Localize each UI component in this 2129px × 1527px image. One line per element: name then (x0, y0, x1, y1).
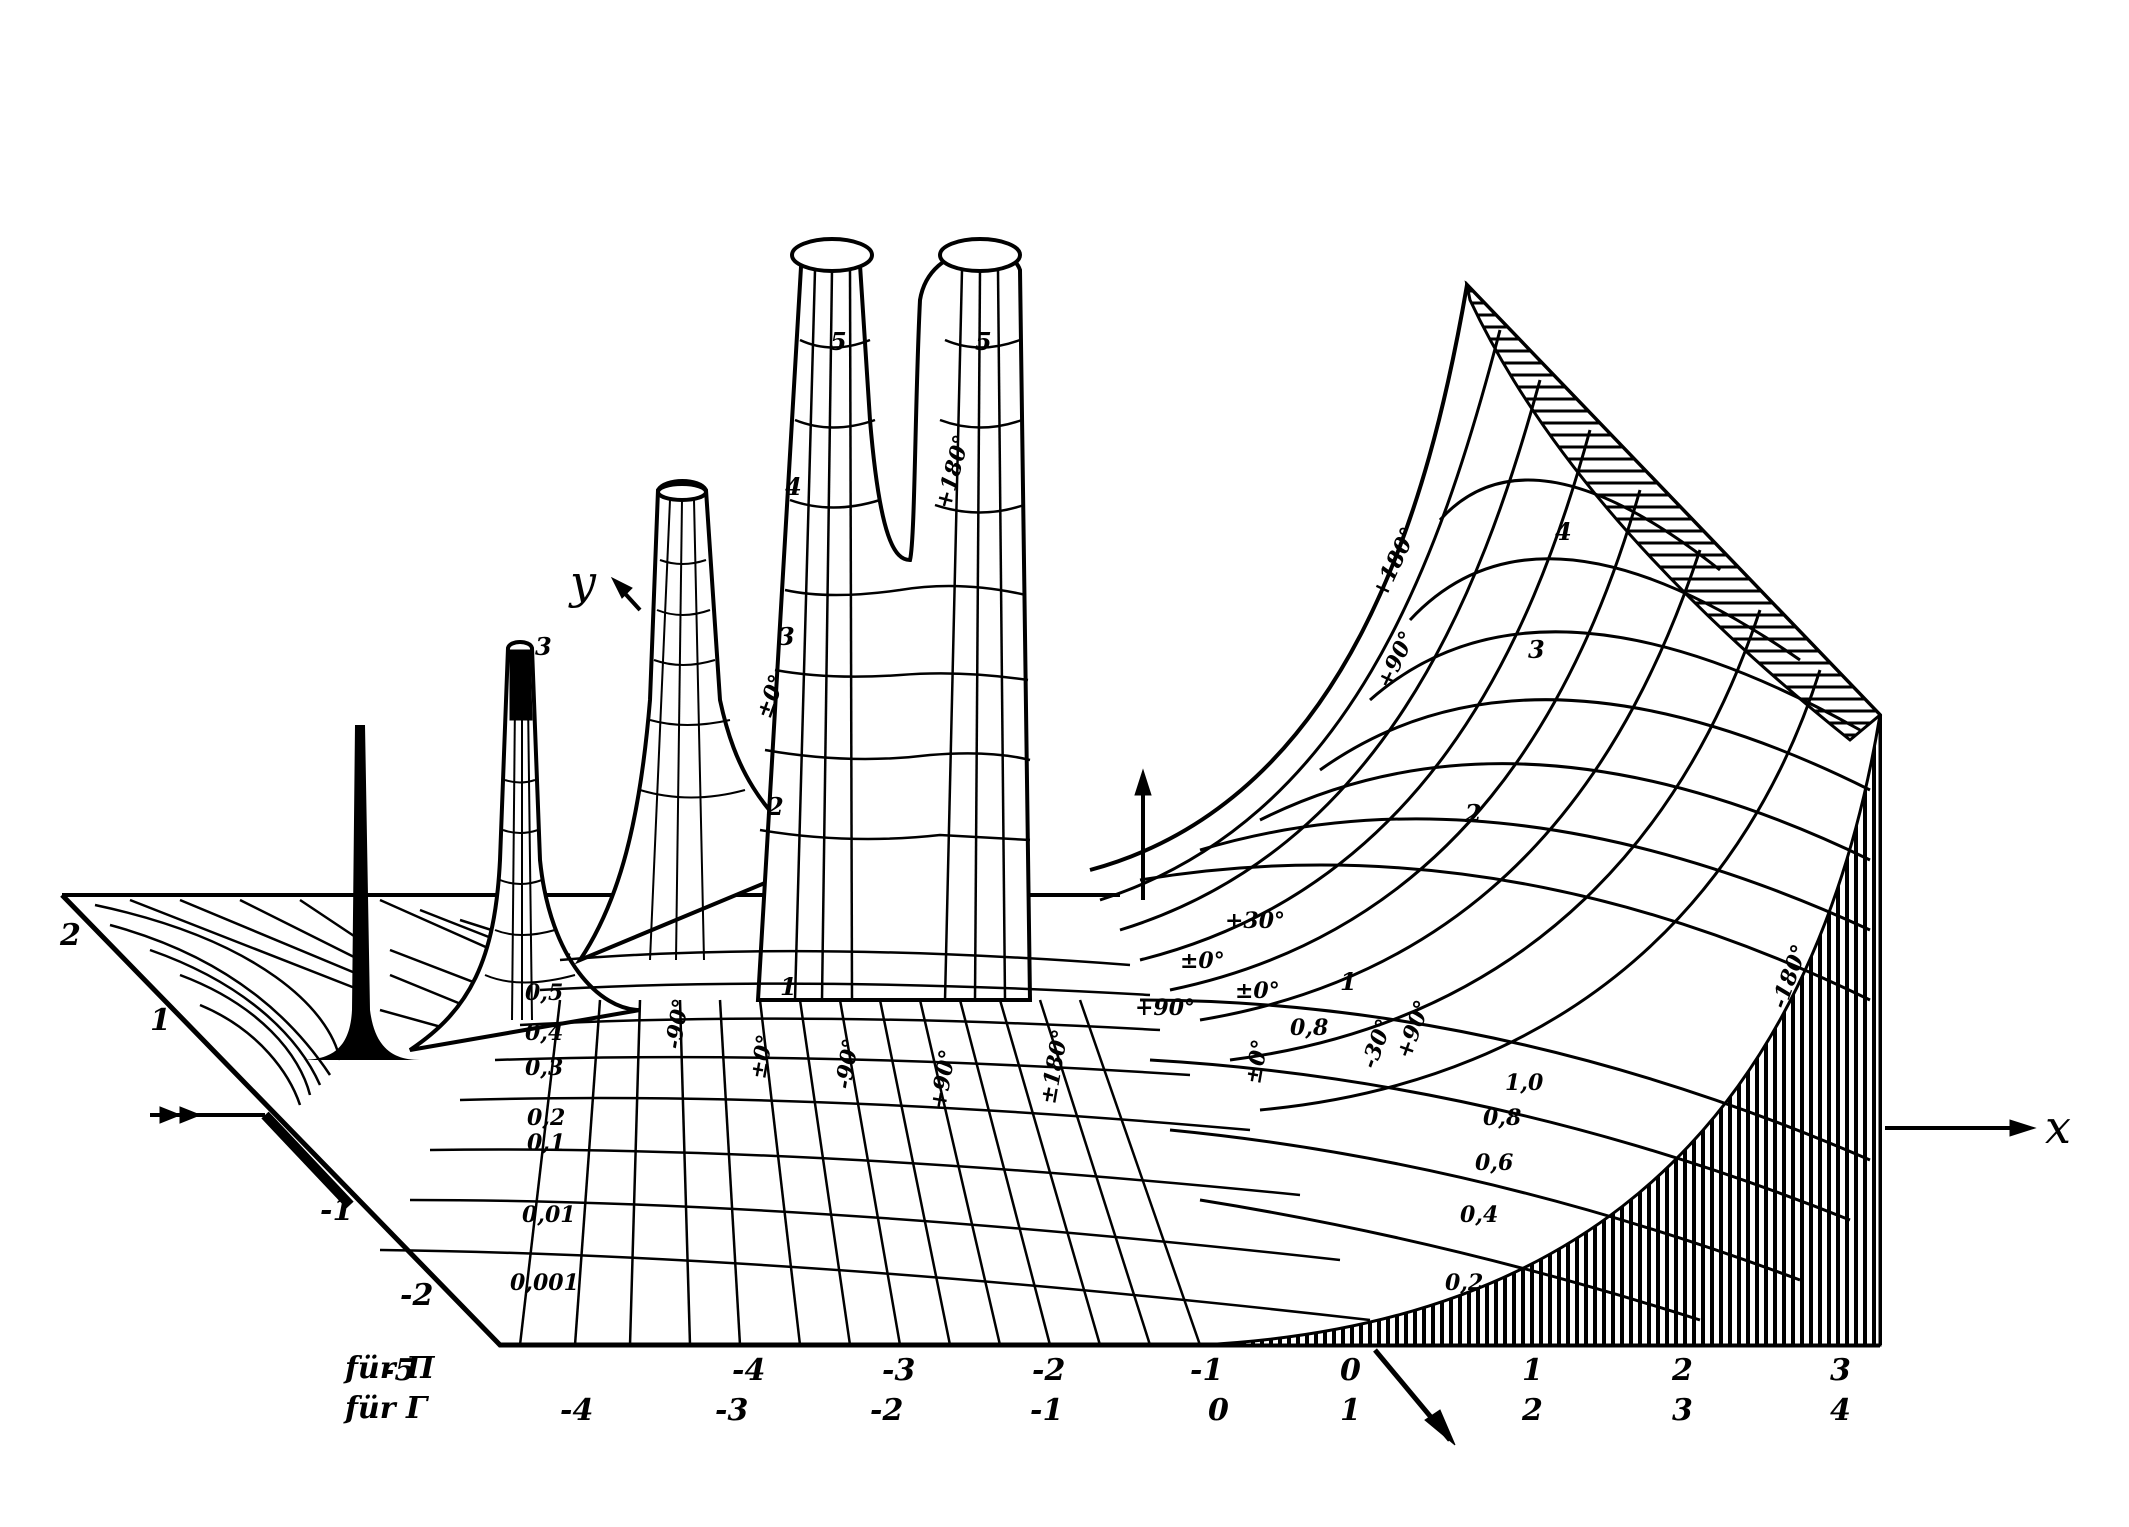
modulus-label: 0,6 (1475, 1150, 1513, 1176)
modulus-label: 0,001 (510, 1270, 579, 1296)
y-tick: 2 (59, 918, 81, 953)
tick-pi: -2 (1032, 1353, 1065, 1388)
modulus-label: 0,4 (1460, 1202, 1498, 1228)
phase-label: -90° (660, 997, 694, 1051)
y-tick: 1 (150, 1003, 171, 1038)
tick-pi: 0 (1340, 1353, 1361, 1388)
y-tick: -1 (320, 1193, 353, 1228)
pole-2 (408, 640, 641, 1052)
phase-label: +90° (1391, 997, 1436, 1062)
modulus-label: 0,5 (525, 980, 563, 1006)
tick-gamma: 2 (1521, 1393, 1543, 1428)
x-axis-label: x (2045, 1100, 2071, 1154)
y-scale: 2 1 -1 -2 (59, 918, 433, 1313)
right-surface (1089, 280, 1883, 1347)
modulus-label: 0,3 (525, 1055, 563, 1081)
central-mesh (379, 949, 1371, 1346)
modulus-label: 0,4 (525, 1020, 563, 1046)
tick-pi: -4 (732, 1353, 765, 1388)
height-labels: 3 5 5 4 3 2 1 4 3 2 1 (535, 327, 1572, 1001)
phase-label: ±0° (1180, 948, 1225, 974)
tick-pi: 2 (1671, 1353, 1693, 1388)
tick-pi: -5 (382, 1353, 415, 1388)
modulus-label: 1,0 (1505, 1070, 1544, 1096)
tick-pi: -1 (1190, 1353, 1223, 1388)
tick-gamma: 4 (1830, 1393, 1851, 1428)
modulus-label: 0,2 (527, 1105, 565, 1131)
phase-label: +90° (925, 1047, 961, 1111)
phase-label: ±0° (745, 1032, 778, 1081)
modulus-label: 0,8 (1483, 1105, 1521, 1131)
modulus-label: 0,01 (522, 1202, 576, 1228)
y-axis-label: y (568, 555, 597, 609)
modulus-label: 0,8 (1290, 1015, 1328, 1041)
height-label: 3 (1528, 635, 1545, 664)
tick-gamma: -1 (1030, 1393, 1063, 1428)
pole-4-5 (755, 237, 1033, 1002)
tick-pi: 3 (1830, 1353, 1851, 1388)
height-label: 3 (535, 632, 552, 661)
row-label-pi: für Π (343, 1351, 436, 1386)
axes-arrows (150, 576, 2037, 1446)
height-label: 4 (1555, 517, 1572, 546)
tick-pi: 1 (1522, 1353, 1543, 1388)
phase-label: ±180° (1035, 1027, 1074, 1106)
pole-1 (300, 725, 420, 1060)
height-label: 1 (780, 972, 797, 1001)
phase-label: ±0° (1235, 978, 1280, 1004)
height-label: 5 (975, 327, 992, 356)
height-label: 3 (778, 622, 795, 651)
row-label-gamma: für Γ (343, 1391, 430, 1426)
tick-gamma: -4 (560, 1393, 593, 1428)
tick-gamma: 1 (1340, 1393, 1361, 1428)
modulus-labels: 1,0 0,8 0,6 0,4 0,2 0,8 (1290, 1015, 1544, 1296)
tick-gamma: -3 (715, 1393, 748, 1428)
phase-label: +30° (1225, 908, 1285, 934)
height-label: 4 (785, 472, 802, 501)
height-label: 5 (830, 327, 847, 356)
modulus-label: 0,1 (527, 1130, 565, 1156)
tick-pi: -3 (882, 1353, 915, 1388)
tick-gamma: 0 (1208, 1393, 1229, 1428)
phase-label: +90° (1135, 995, 1195, 1021)
tick-gamma: 3 (1672, 1393, 1693, 1428)
phase-label: ±0° (1240, 1037, 1273, 1086)
modulus-label: 0,2 (1445, 1270, 1483, 1296)
height-label: 2 (766, 792, 784, 821)
y-tick: -2 (400, 1278, 433, 1313)
phase-label: -30° (1356, 1015, 1398, 1072)
small-modulus-labels: 0,5 0,4 0,3 0,2 0,1 0,01 0,001 (510, 980, 579, 1296)
height-label: 2 (1464, 799, 1482, 828)
bottom-scale: für Π für Γ -5 -4 -3 -2 -1 0 1 2 3 -4 -3… (343, 1351, 1851, 1428)
tick-gamma: -2 (870, 1393, 903, 1428)
phase-label: -90° (830, 1037, 864, 1091)
height-label: 1 (1340, 967, 1357, 996)
